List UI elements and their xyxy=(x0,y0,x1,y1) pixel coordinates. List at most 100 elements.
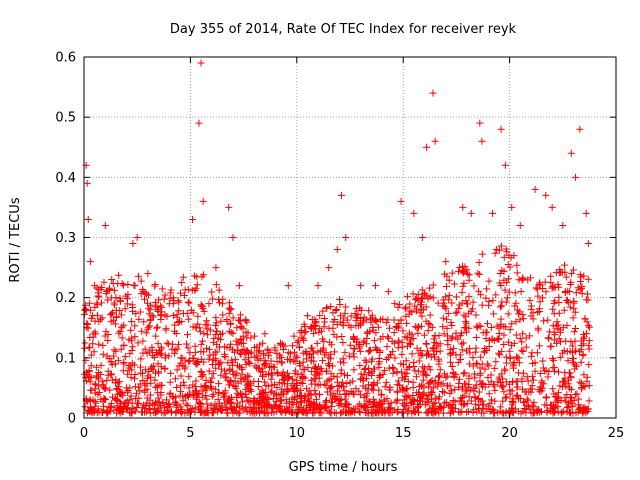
data-point xyxy=(527,352,535,360)
data-point xyxy=(407,336,415,344)
data-point xyxy=(218,365,226,373)
data-point xyxy=(396,382,404,390)
data-point xyxy=(273,407,281,415)
data-point xyxy=(585,361,593,369)
data-point xyxy=(483,320,491,328)
data-point xyxy=(217,406,225,414)
data-point xyxy=(269,405,277,413)
data-point xyxy=(136,308,144,316)
data-point xyxy=(498,298,506,306)
data-point xyxy=(297,394,305,402)
data-point xyxy=(111,360,119,368)
data-point xyxy=(453,308,461,316)
data-point xyxy=(340,314,348,322)
data-point xyxy=(495,330,503,338)
data-point xyxy=(115,405,123,413)
data-point xyxy=(461,324,469,332)
data-point xyxy=(260,378,268,386)
data-point xyxy=(243,378,251,386)
data-point xyxy=(305,351,313,359)
data-point xyxy=(188,286,196,294)
data-point xyxy=(236,311,244,319)
data-point xyxy=(448,335,456,343)
data-point xyxy=(312,375,320,383)
data-point xyxy=(544,373,552,381)
data-point xyxy=(425,363,433,371)
data-point xyxy=(458,397,466,405)
data-point xyxy=(460,370,468,378)
data-point xyxy=(166,378,174,386)
data-point xyxy=(261,359,269,367)
data-point xyxy=(335,402,343,410)
data-point xyxy=(423,143,431,151)
data-point xyxy=(568,270,576,278)
data-point xyxy=(384,288,392,296)
data-point xyxy=(212,319,220,327)
data-point xyxy=(233,324,241,332)
data-point xyxy=(254,348,262,356)
data-point xyxy=(452,309,460,317)
data-point xyxy=(395,337,403,345)
data-point xyxy=(97,370,105,378)
data-point xyxy=(186,349,194,357)
data-point xyxy=(426,311,434,319)
data-point xyxy=(140,318,148,326)
data-point xyxy=(505,288,513,296)
data-point xyxy=(576,271,584,279)
data-point xyxy=(167,286,175,294)
data-point xyxy=(572,289,580,297)
data-point xyxy=(496,351,504,359)
data-point xyxy=(464,270,472,278)
data-point xyxy=(147,301,155,309)
data-point xyxy=(542,288,550,296)
data-point xyxy=(556,353,564,361)
data-point xyxy=(327,303,335,311)
data-point xyxy=(506,263,514,271)
data-point xyxy=(560,306,568,314)
data-point xyxy=(582,209,590,217)
data-point xyxy=(503,294,511,302)
data-point xyxy=(340,371,348,379)
data-point xyxy=(317,327,325,335)
data-point xyxy=(580,272,588,280)
data-point xyxy=(377,399,385,407)
data-point xyxy=(485,390,493,398)
data-point xyxy=(184,344,192,352)
data-point xyxy=(99,342,107,350)
data-point xyxy=(152,383,160,391)
data-point xyxy=(573,390,581,398)
data-point xyxy=(246,360,254,368)
data-point xyxy=(111,286,119,294)
y-tick-label: 0.3 xyxy=(55,231,76,246)
data-point xyxy=(373,318,381,326)
data-point xyxy=(427,395,435,403)
data-point xyxy=(425,383,433,391)
data-point xyxy=(554,389,562,397)
data-point xyxy=(416,401,424,409)
data-point xyxy=(386,404,394,412)
data-point xyxy=(557,338,565,346)
data-point xyxy=(567,149,575,157)
data-point xyxy=(518,377,526,385)
data-point xyxy=(535,342,543,350)
data-point xyxy=(184,286,192,294)
data-point xyxy=(576,278,584,286)
data-point xyxy=(207,401,215,409)
data-point xyxy=(212,281,220,289)
data-point xyxy=(383,343,391,351)
data-point xyxy=(429,404,437,412)
data-point xyxy=(497,242,505,250)
data-point xyxy=(508,320,516,328)
data-point xyxy=(474,269,482,277)
data-point xyxy=(152,369,160,377)
data-point xyxy=(410,358,418,366)
data-point xyxy=(106,407,114,415)
data-point xyxy=(192,395,200,403)
data-point xyxy=(339,321,347,329)
data-point xyxy=(503,248,511,256)
data-point xyxy=(155,296,163,304)
data-point xyxy=(281,342,289,350)
data-point xyxy=(448,269,456,277)
data-point xyxy=(471,384,479,392)
data-point xyxy=(360,338,368,346)
